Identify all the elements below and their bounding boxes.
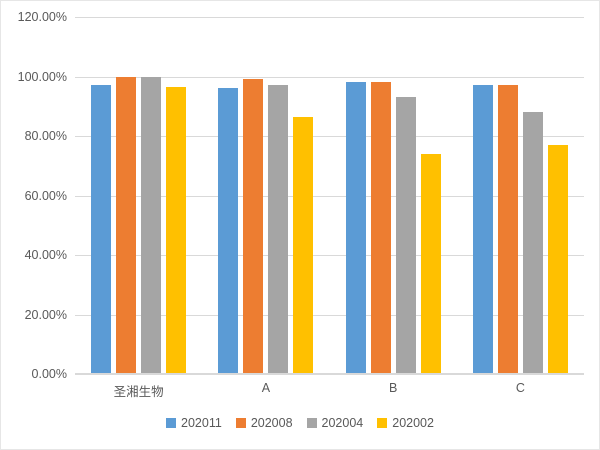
bar-202002-C[interactable]: [547, 144, 568, 374]
bar-group: [457, 17, 584, 374]
legend-swatch-icon: [377, 418, 388, 428]
gridline: [75, 76, 584, 78]
x-axis-tick-label: A: [261, 381, 271, 395]
gridline: [75, 136, 584, 137]
legend-item-202004[interactable]: 202004: [306, 416, 364, 430]
bar-202002-圣湘生物[interactable]: [166, 86, 187, 374]
y-axis-tick-label: 60.00%: [24, 188, 67, 203]
legend-label: 202004: [321, 416, 364, 430]
legend-item-202002[interactable]: 202002: [377, 416, 434, 430]
bar-group: [330, 17, 457, 374]
gridline: [75, 374, 584, 375]
bar-202011-圣湘生物[interactable]: [91, 85, 112, 374]
y-axis-tick-label: 0.00%: [31, 367, 67, 381]
bar-202011-C[interactable]: [472, 85, 493, 374]
bar-202008-B[interactable]: [370, 82, 391, 374]
bar-202008-C[interactable]: [497, 85, 518, 374]
legend-label: 202002: [392, 416, 434, 430]
y-axis-tick-label: 120.00%: [17, 10, 67, 24]
bar-group: [202, 17, 329, 374]
x-axis-line: [75, 373, 584, 374]
gridline: [75, 195, 584, 197]
y-axis-tick-label: 20.00%: [24, 307, 67, 322]
bar-202008-圣湘生物[interactable]: [116, 76, 137, 374]
plot-area: [75, 17, 584, 375]
x-axis-tick-label: 圣湘生物: [113, 385, 164, 399]
legend-label: 202011: [181, 416, 222, 430]
bar-group: [75, 17, 202, 374]
gridline: [75, 255, 584, 256]
gridline: [75, 314, 584, 316]
bar-202004-A[interactable]: [268, 85, 289, 374]
bar-202002-B[interactable]: [420, 153, 441, 374]
legend-swatch-icon: [166, 418, 177, 428]
gridline: [75, 17, 584, 18]
legend-swatch-icon: [306, 418, 317, 428]
legend-item-202011[interactable]: 202011: [166, 416, 222, 430]
bar-202011-B[interactable]: [345, 82, 366, 374]
bar-202004-圣湘生物[interactable]: [141, 76, 162, 374]
y-axis-tick-label: 100.00%: [17, 69, 67, 84]
bar-202008-A[interactable]: [243, 79, 264, 374]
x-axis-tick-label: B: [388, 381, 398, 395]
bar-202002-A[interactable]: [293, 116, 314, 374]
legend-swatch-icon: [235, 418, 246, 428]
legend-item-202008[interactable]: 202008: [235, 416, 293, 430]
legend-label: 202008: [250, 416, 293, 430]
bar-202011-A[interactable]: [218, 88, 239, 374]
y-axis-tick-label: 80.00%: [24, 129, 67, 143]
bar-202004-B[interactable]: [395, 97, 416, 374]
x-axis-tick-label: C: [515, 381, 525, 395]
chart-legend: 202011 202008 202004 202002: [1, 416, 599, 430]
bar-202004-C[interactable]: [522, 112, 543, 374]
y-axis-tick-label: 40.00%: [24, 248, 67, 262]
